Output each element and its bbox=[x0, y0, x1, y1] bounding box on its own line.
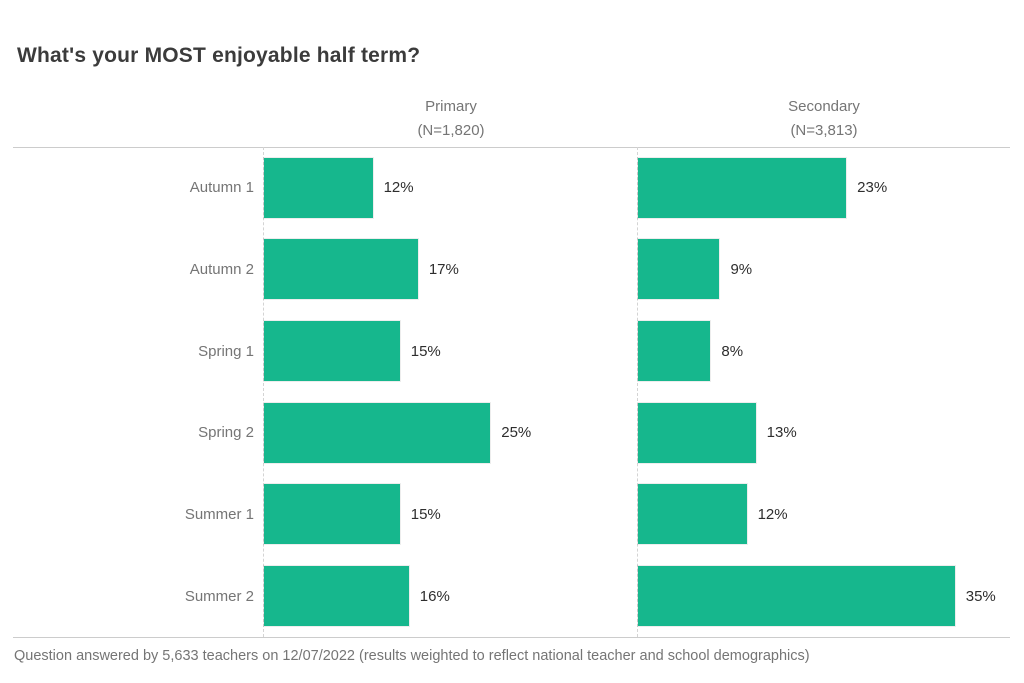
bar-secondary bbox=[638, 566, 955, 627]
bar-cell-secondary: 23% bbox=[638, 147, 1024, 229]
chart-row: Spring 1 15% 8% bbox=[0, 310, 1024, 392]
column-header-primary: Primary (N=1,820) bbox=[264, 95, 638, 143]
chart-bottom-rule bbox=[13, 637, 1010, 638]
primary-sample-size: (N=1,820) bbox=[417, 122, 485, 139]
bar-cell-primary: 15% bbox=[264, 474, 638, 556]
value-label: 17% bbox=[428, 260, 459, 278]
category-label: Autumn 2 bbox=[189, 260, 254, 278]
value-label: 8% bbox=[721, 342, 744, 360]
category-label: Spring 1 bbox=[198, 342, 254, 360]
bar-cell-primary: 16% bbox=[264, 555, 638, 637]
secondary-series-name: Secondary bbox=[788, 98, 860, 115]
bar-cell-secondary: 8% bbox=[638, 310, 1024, 392]
bar-cell-primary: 12% bbox=[264, 147, 638, 229]
column-header-secondary: Secondary (N=3,813) bbox=[638, 95, 1010, 143]
value-label: 15% bbox=[410, 342, 441, 360]
bar-cell-primary: 17% bbox=[264, 229, 638, 311]
value-label: 15% bbox=[410, 505, 441, 523]
bar-secondary bbox=[638, 239, 720, 300]
chart-row: Autumn 2 17% 9% bbox=[0, 229, 1024, 311]
category-label: Summer 2 bbox=[184, 587, 254, 605]
category-label: Summer 1 bbox=[184, 505, 254, 523]
bar-secondary bbox=[638, 484, 747, 545]
chart-row: Autumn 1 12% 23% bbox=[0, 147, 1024, 229]
value-label: 23% bbox=[857, 179, 888, 197]
value-label: 35% bbox=[965, 587, 996, 605]
primary-series-name: Primary bbox=[425, 98, 477, 115]
bar-cell-secondary: 9% bbox=[638, 229, 1024, 311]
bar-cell-secondary: 12% bbox=[638, 474, 1024, 556]
secondary-axis-baseline bbox=[637, 147, 638, 637]
bar-cell-secondary: 13% bbox=[638, 392, 1024, 474]
bar-secondary bbox=[638, 157, 847, 218]
secondary-sample-size: (N=3,813) bbox=[790, 122, 858, 139]
bar-cell-secondary: 35% bbox=[638, 555, 1024, 637]
value-label: 9% bbox=[730, 260, 753, 278]
bar-primary bbox=[264, 157, 373, 218]
chart-title: What's your MOST enjoyable half term? bbox=[17, 44, 421, 67]
bar-cell-primary: 15% bbox=[264, 310, 638, 392]
category-label: Autumn 1 bbox=[189, 179, 254, 197]
value-label: 13% bbox=[766, 424, 797, 442]
bar-cell-primary: 25% bbox=[264, 392, 638, 474]
bar-primary bbox=[264, 321, 400, 382]
category-label: Spring 2 bbox=[198, 424, 254, 442]
chart-top-rule bbox=[13, 147, 1010, 148]
bar-secondary bbox=[638, 402, 756, 463]
value-label: 12% bbox=[383, 179, 414, 197]
value-label: 12% bbox=[757, 505, 788, 523]
chart-row: Spring 2 25% 13% bbox=[0, 392, 1024, 474]
bar-primary bbox=[264, 566, 409, 627]
value-label: 16% bbox=[419, 587, 450, 605]
chart-plot-area: Autumn 1 12% 23% Autumn 2 17% 9% Spring 1 15% 8%… bbox=[0, 147, 1024, 637]
bar-secondary bbox=[638, 321, 711, 382]
chart-row: Summer 1 15% 12% bbox=[0, 474, 1024, 556]
bar-primary bbox=[264, 402, 491, 463]
primary-axis-baseline bbox=[263, 147, 264, 637]
bar-primary bbox=[264, 239, 418, 300]
chart-row: Summer 2 16% 35% bbox=[0, 555, 1024, 637]
value-label: 25% bbox=[501, 424, 532, 442]
bar-primary bbox=[264, 484, 400, 545]
chart-footnote: Question answered by 5,633 teachers on 1… bbox=[14, 648, 810, 664]
